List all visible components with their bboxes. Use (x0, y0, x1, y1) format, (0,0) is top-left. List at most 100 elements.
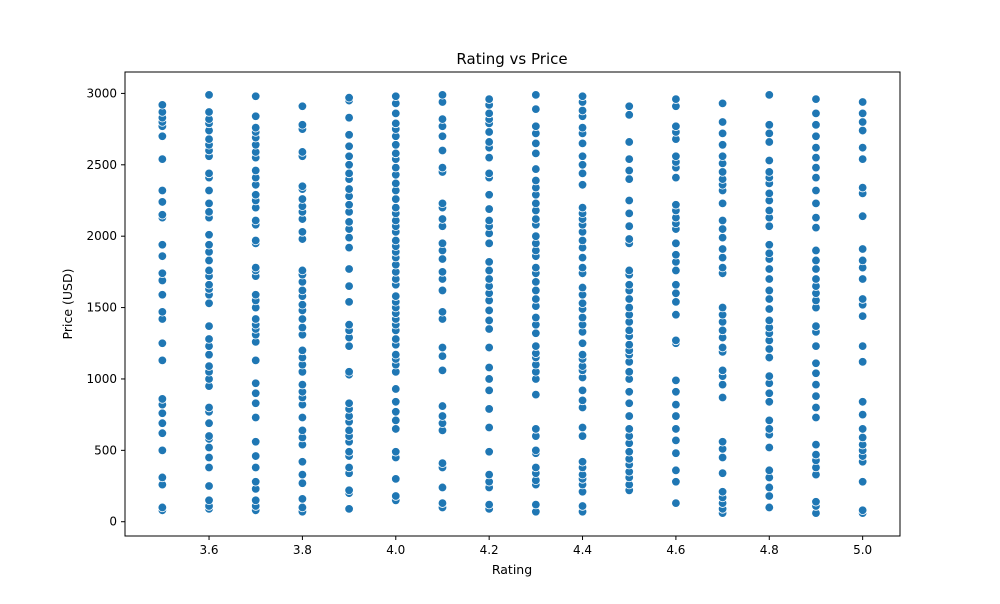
data-point (297, 314, 308, 324)
data-point (577, 395, 588, 406)
y-tick-label: 1500 (86, 301, 117, 315)
data-point (671, 265, 681, 276)
data-point (624, 154, 634, 164)
data-point (437, 498, 448, 508)
data-point (857, 182, 868, 193)
data-point (344, 232, 354, 243)
data-point (157, 290, 168, 300)
data-point (531, 312, 541, 323)
data-point (577, 298, 588, 308)
data-point (764, 128, 774, 139)
data-point (251, 91, 261, 101)
data-point (811, 402, 821, 413)
data-point (717, 98, 728, 109)
data-point (344, 141, 354, 151)
data-point (764, 294, 774, 304)
data-point (717, 140, 728, 150)
data-point (811, 412, 821, 423)
data-point (811, 245, 821, 256)
data-point (811, 212, 821, 223)
data-point (717, 392, 728, 403)
data-point (764, 344, 774, 354)
data-point (717, 468, 728, 478)
data-point (671, 238, 681, 249)
data-point (297, 469, 308, 480)
data-point (344, 160, 354, 170)
data-point (297, 412, 308, 423)
data-point (811, 131, 821, 141)
data-point (251, 235, 261, 246)
data-point (577, 262, 588, 273)
data-point (344, 485, 354, 496)
data-point (344, 341, 354, 351)
data-point (577, 312, 588, 323)
data-point (484, 168, 494, 179)
data-point (531, 277, 541, 287)
data-point (531, 121, 541, 131)
data-point (484, 238, 494, 249)
data-point (811, 94, 821, 104)
x-tick-label: 4.6 (666, 543, 685, 557)
data-point (811, 274, 821, 284)
data-point (717, 487, 728, 497)
data-point (577, 180, 588, 190)
data-point (484, 137, 494, 147)
data-point (484, 265, 494, 276)
data-point (577, 385, 588, 396)
data-point (251, 190, 261, 200)
data-point (624, 208, 634, 219)
y-tick-label: 1000 (86, 372, 117, 386)
data-point (437, 458, 448, 468)
data-point (484, 315, 494, 326)
data-point (624, 398, 634, 408)
data-point (204, 240, 214, 250)
data-point (717, 325, 728, 336)
data-point (251, 462, 261, 473)
data-point (437, 198, 448, 209)
data-point (671, 288, 681, 298)
data-point (437, 365, 448, 376)
data-point (157, 185, 168, 196)
data-point (531, 198, 541, 209)
data-point (391, 162, 401, 173)
data-point (671, 94, 681, 104)
data-point (811, 368, 821, 378)
data-point (764, 442, 774, 453)
data-point (764, 415, 774, 426)
data-point (857, 477, 868, 487)
data-point (577, 457, 588, 467)
data-point (437, 131, 448, 141)
data-point (297, 457, 308, 467)
data-point (717, 252, 728, 263)
points-layer (157, 90, 868, 518)
data-point (344, 462, 354, 473)
data-point (857, 424, 868, 434)
data-point (764, 482, 774, 493)
data-point (484, 274, 494, 284)
data-point (204, 298, 214, 308)
data-point (437, 401, 448, 411)
data-point (577, 338, 588, 348)
data-point (437, 482, 448, 493)
data-point (671, 424, 681, 434)
data-point (717, 232, 728, 243)
data-point (764, 285, 774, 296)
data-point (577, 168, 588, 179)
data-point (764, 205, 774, 216)
data-point (811, 152, 821, 163)
y-axis-ticks: 0 500 1000 1500 2000 2500 3000 (86, 86, 125, 529)
data-point (811, 198, 821, 209)
data-point (204, 321, 214, 331)
data-point (717, 117, 728, 127)
data-point (671, 335, 681, 346)
data-point (857, 274, 868, 284)
data-point (857, 97, 868, 107)
data-point (391, 349, 401, 360)
data-point (157, 338, 168, 348)
data-point (251, 495, 261, 506)
data-point (577, 252, 588, 263)
data-point (857, 294, 868, 304)
data-point (857, 397, 868, 407)
data-point (671, 151, 681, 161)
data-point (531, 175, 541, 186)
